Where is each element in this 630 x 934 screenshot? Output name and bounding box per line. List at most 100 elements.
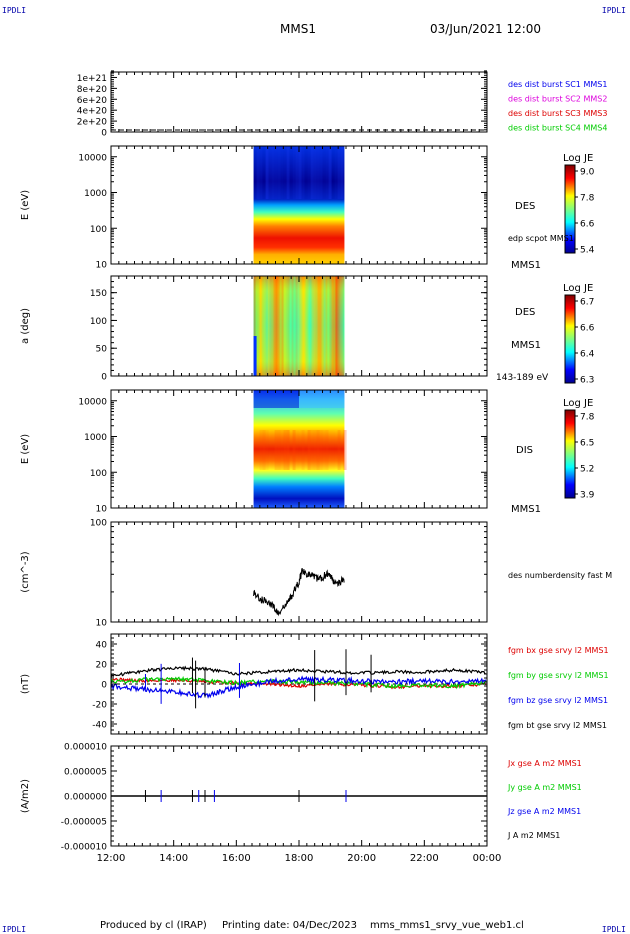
colorbar-title: Log JE	[563, 283, 593, 294]
dis-energy-colorbar	[564, 409, 576, 499]
legend-entry: des dist burst SC4 MMS4	[508, 124, 607, 133]
spectrogram-column	[295, 430, 299, 470]
spectrogram-column	[283, 146, 287, 200]
colorbar-tick-label: 5.4	[580, 246, 595, 256]
spectrogram-column	[335, 276, 338, 376]
y-tick-label: -0.000010	[61, 843, 107, 853]
spectrogram-column	[297, 276, 300, 376]
spectrogram-column	[293, 276, 296, 376]
legend-entry: J A m2 MMS1	[507, 831, 560, 840]
spectrogram-column	[286, 430, 290, 470]
spectrogram-column	[292, 430, 296, 470]
spectrogram-column	[283, 276, 286, 376]
corner-label-bottom-right: IPDLI	[601, 925, 626, 934]
des-energy-spectrogram	[253, 146, 345, 264]
y-tick-label: 0	[101, 681, 107, 691]
spectrogram-column	[290, 430, 293, 470]
spectrogram-column	[317, 276, 320, 376]
spectrogram-column	[259, 430, 263, 470]
spectrogram-column	[337, 430, 341, 470]
spectrogram-column	[327, 276, 330, 376]
spectrogram-column	[286, 146, 290, 200]
y-tick-label: 2e+20	[77, 118, 108, 128]
spectrogram-column	[295, 146, 299, 200]
y-tick-label: 100	[90, 519, 107, 529]
colorbar-tick-label: 7.8	[580, 413, 595, 423]
spectrogram-column	[272, 430, 275, 470]
spectrogram-column	[271, 276, 274, 376]
y-tick-label: 40	[96, 641, 108, 651]
spacecraft-label: MMS1	[511, 340, 541, 351]
spectrogram-column	[277, 146, 281, 200]
y-axis-label: (cm^-3)	[20, 551, 31, 592]
spectrogram-column	[280, 146, 284, 200]
y-tick-label: 4e+20	[77, 107, 108, 117]
colorbar-title: Log JE	[563, 153, 593, 164]
fgm-series-line	[110, 675, 487, 699]
spectrogram-column	[325, 276, 328, 376]
colorbar-tick-label: 3.9	[580, 491, 595, 501]
spectrogram-column	[319, 276, 322, 376]
spectrogram-column	[291, 276, 294, 376]
spectrogram-column	[274, 146, 278, 200]
spectrogram-column	[265, 430, 269, 470]
spectrogram-column	[303, 276, 306, 376]
x-tick-label: 12:00	[97, 853, 126, 864]
spectrogram-column	[340, 276, 342, 376]
y-tick-label: 50	[96, 345, 108, 355]
y-tick-label: 1000	[84, 433, 107, 443]
colorbar-tick-label: 9.0	[580, 168, 595, 178]
y-axis-label: a (deg)	[20, 308, 31, 344]
spectrogram-column	[333, 276, 336, 376]
colorbar-tick-label: 7.8	[580, 194, 595, 204]
y-tick-label: 10	[96, 261, 108, 271]
y-tick-label: 100	[90, 469, 107, 479]
spectrogram-column	[271, 146, 275, 200]
panel-frame-4	[110, 521, 488, 623]
des-pitch-overlay	[253, 276, 345, 376]
spectrogram-column	[319, 146, 323, 200]
legend-entry: fgm bx gse srvy l2 MMS1	[508, 646, 609, 655]
spectrogram-column	[307, 430, 311, 470]
spectrogram-column	[337, 276, 340, 376]
spectrogram-column	[269, 430, 272, 470]
spectrogram-column	[292, 146, 296, 200]
colorbar-tick-label: 6.6	[580, 324, 595, 334]
spectrogram-column	[332, 430, 335, 470]
spectrogram-column	[256, 146, 260, 200]
y-tick-label: -20	[92, 701, 107, 711]
footer-produced-by: Produced by cl (IRAP)	[100, 920, 207, 931]
colorbar-tick-label: 6.5	[580, 439, 594, 449]
spectrogram-column	[273, 276, 276, 376]
corner-label-bottom-left: IPDLI	[2, 925, 27, 934]
spectrogram-column	[316, 430, 320, 470]
spectrogram-column	[309, 276, 312, 376]
spectrogram-column	[257, 276, 260, 376]
spectrogram-column	[331, 276, 334, 376]
x-tick-label: 18:00	[285, 853, 314, 864]
corner-label-top-right: IPDLI	[601, 6, 626, 15]
instrument-label: DES	[515, 201, 535, 212]
spectrogram-column	[263, 146, 266, 199]
spectrogram-column	[311, 276, 314, 376]
colorbar-title: Log JE	[563, 398, 593, 409]
spectrogram-column	[323, 276, 326, 376]
spectrogram-column	[310, 430, 314, 470]
y-tick-label: 1e+21	[77, 74, 107, 84]
spectrogram-column	[328, 430, 332, 470]
colorbar-tick-label: 6.6	[580, 220, 595, 230]
y-tick-label: 6e+20	[77, 96, 108, 106]
spectrogram-column	[302, 276, 304, 376]
spectrogram-column	[301, 146, 305, 200]
spectrogram-column	[268, 146, 272, 200]
spectrogram-column	[310, 146, 314, 200]
y-tick-label: 10000	[78, 153, 107, 163]
spectrogram-column	[283, 430, 287, 470]
y-tick-label: 10	[96, 619, 108, 629]
spectrogram-column	[335, 430, 338, 470]
legend-entry: fgm by gse srvy l2 MMS1	[508, 671, 609, 680]
page-datetime: 03/Jun/2021 12:00	[430, 22, 542, 36]
spectrogram-column	[280, 430, 284, 470]
des-energy-colorbar	[564, 164, 576, 254]
